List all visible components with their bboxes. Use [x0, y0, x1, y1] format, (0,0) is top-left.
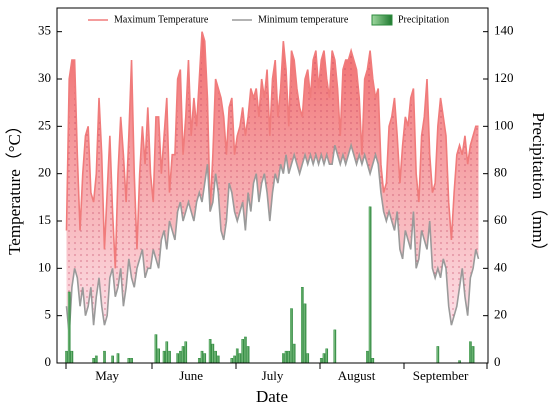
precipitation-bar — [176, 353, 179, 364]
precipitation-bar — [181, 346, 185, 364]
legend-label: Precipitation — [398, 14, 449, 25]
y-tick-label: 25 — [38, 117, 51, 132]
precipitation-bar — [235, 348, 239, 364]
y2-tick-label: 60 — [494, 212, 507, 227]
temperature-line — [65, 142, 480, 335]
precipitation-bar — [306, 353, 310, 364]
precipitation-bar — [65, 350, 68, 364]
precipitation-bar — [67, 291, 71, 364]
precipitation-bar — [154, 334, 158, 364]
y2-tick-label: 100 — [494, 117, 514, 132]
precipitation-bar — [203, 353, 207, 364]
legend-label: Maximum Temperature — [114, 14, 209, 25]
precipitation-bar — [157, 348, 160, 364]
precipitation-bar — [103, 350, 106, 364]
precipitation-bar — [303, 303, 307, 364]
precipitation-bar — [469, 341, 472, 364]
y-axis-title: Temperature（°C） — [5, 117, 24, 255]
x-tick-label: September — [413, 368, 469, 383]
precipitation-bar — [94, 355, 98, 364]
precipitation-bar — [179, 350, 182, 364]
precipitation-bar — [319, 358, 323, 364]
precipitation-bar — [244, 336, 247, 364]
x-tick-label: June — [179, 368, 203, 383]
precipitation-bar — [368, 206, 372, 364]
precipitation-bar — [197, 358, 201, 364]
y2-tick-label: 40 — [494, 259, 507, 274]
y2-tick-label: 20 — [494, 307, 507, 322]
precipitation-bar — [92, 358, 95, 364]
precipitation-bar — [371, 358, 375, 364]
x-tick-label: July — [262, 368, 284, 383]
precipitation-bar — [127, 358, 131, 364]
legend-swatch — [371, 14, 393, 26]
precipitation-bar — [322, 353, 326, 364]
precipitation-bar — [284, 350, 288, 364]
y2-tick-label: 140 — [494, 23, 514, 38]
x-tick-label: May — [95, 368, 119, 383]
precipitation-bar — [162, 350, 166, 364]
precipitation-bar — [292, 343, 296, 364]
precipitation-bar — [165, 341, 169, 364]
precipitation-bar — [111, 355, 114, 364]
precipitation-bar — [230, 358, 234, 364]
y2-tick-label: 0 — [494, 354, 501, 369]
y2-axis-title: Precipitation（mm） — [529, 112, 548, 259]
precipitation-bar — [184, 341, 188, 364]
precipitation-bar — [211, 343, 215, 364]
precipitation-bar — [246, 346, 250, 364]
y2-tick-label: 120 — [494, 70, 514, 85]
precipitation-bar — [282, 353, 285, 364]
precipitation-bar — [436, 346, 440, 364]
y-tick-label: 30 — [38, 70, 51, 85]
precipitation-bar — [471, 346, 475, 364]
precipitation-bar — [241, 339, 245, 364]
precipitation-bar — [366, 350, 369, 364]
precipitation-bar — [233, 355, 236, 364]
month-ticks — [65, 363, 488, 369]
y-tick-label: 5 — [45, 307, 52, 322]
y-tick-label: 0 — [45, 354, 52, 369]
y-tick-label: 35 — [38, 23, 51, 38]
precipitation-bar — [216, 355, 220, 364]
precipitation-bar — [200, 350, 204, 364]
precipitation-bar — [238, 353, 242, 364]
x-tick-label: August — [338, 368, 376, 383]
precipitation-bar — [208, 339, 212, 364]
y-tick-label: 15 — [38, 212, 51, 227]
plot-frame — [56, 7, 489, 364]
precipitation-bar — [290, 308, 293, 364]
precipitation-bar — [70, 350, 74, 364]
precipitation-bar — [325, 348, 329, 364]
precipitation-bar — [130, 358, 133, 364]
legend-label: Minimum temperature — [258, 14, 349, 25]
temperature-band-dots — [66, 31, 479, 335]
temperature-line — [65, 31, 479, 269]
y-tick-label: 20 — [38, 165, 51, 180]
precipitation-bar — [333, 329, 337, 364]
precipitation-bar — [300, 287, 304, 364]
y2-tick-label: 80 — [494, 165, 507, 180]
precipitation-bar — [214, 350, 217, 364]
precipitation-bar — [287, 350, 291, 364]
x-axis-title: Date — [256, 387, 288, 406]
precipitation-bar — [168, 350, 171, 364]
y-tick-label: 10 — [38, 259, 51, 274]
precipitation-bar — [116, 353, 120, 364]
